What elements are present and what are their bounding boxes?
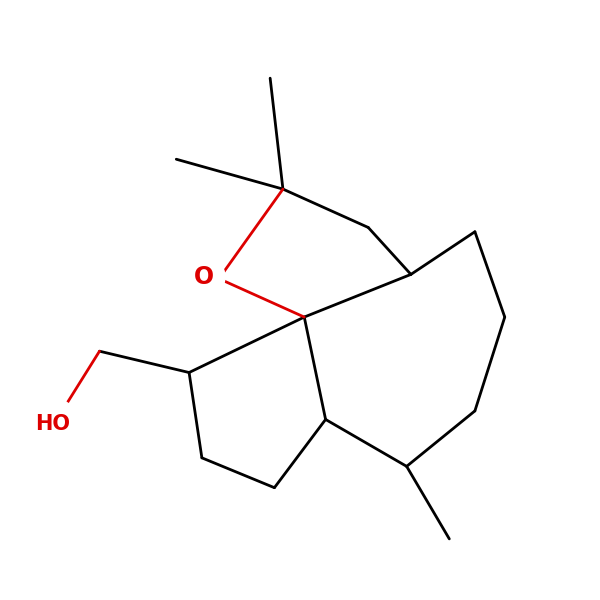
Text: HO: HO	[35, 414, 70, 434]
Circle shape	[182, 256, 225, 298]
Circle shape	[27, 398, 78, 449]
Text: O: O	[194, 265, 214, 289]
